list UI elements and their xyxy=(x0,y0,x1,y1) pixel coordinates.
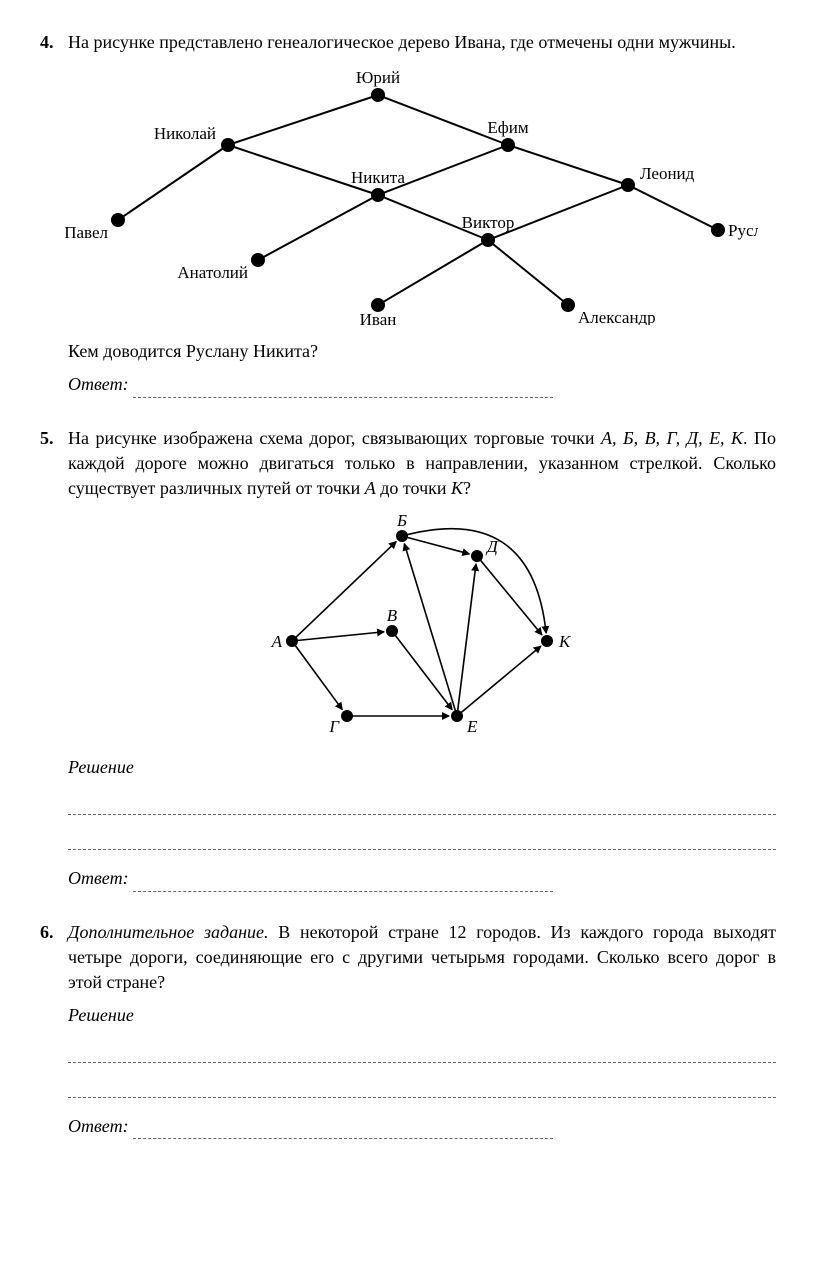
answer-label: Ответ: xyxy=(68,1116,129,1136)
problem-number: 6. xyxy=(40,920,68,945)
problem-body: На рисунке изображена схема дорог, связы… xyxy=(68,426,776,892)
problem-5: 5. На рисунке изображена схема дорог, св… xyxy=(40,426,776,892)
solution-blank-1[interactable] xyxy=(68,790,776,815)
problem-number: 5. xyxy=(40,426,68,451)
p5-from: А xyxy=(365,478,376,498)
p5-text-4: ? xyxy=(463,478,471,498)
svg-text:Павел: Павел xyxy=(64,223,108,242)
tree-svg: Юрий Николай Ефим Павел Никита Леонид Анатолий… xyxy=(58,65,758,325)
graph-svg: А Б В Г Д Е К xyxy=(242,511,602,741)
problem-question: Кем доводится Руслану Никита? xyxy=(68,339,776,364)
problem-6: 6. Дополнительное задание. В некоторой с… xyxy=(40,920,776,1140)
problem-text: Дополнительное задание. В некоторой стра… xyxy=(68,920,776,996)
svg-text:Б: Б xyxy=(396,511,407,530)
svg-text:Николай: Николай xyxy=(154,124,216,143)
answer-blank[interactable] xyxy=(133,1119,553,1140)
svg-text:Д: Д xyxy=(485,537,499,556)
answer-blank[interactable] xyxy=(133,871,553,892)
roads-graph-diagram: А Б В Г Д Е К xyxy=(68,511,776,741)
answer-line: Ответ: xyxy=(68,372,776,397)
problem-body: На рисунке представлено генеалогическое … xyxy=(68,30,776,398)
family-tree-diagram: Юрий Николай Ефим Павел Никита Леонид Анатолий… xyxy=(40,65,776,325)
svg-text:Ефим: Ефим xyxy=(487,118,528,137)
p5-text-3: до точки xyxy=(376,478,451,498)
answer-blank[interactable] xyxy=(133,377,553,398)
solution-label: Решение xyxy=(68,757,134,777)
solution-blank-1[interactable] xyxy=(68,1038,776,1063)
answer-label: Ответ: xyxy=(68,374,129,394)
svg-text:Е: Е xyxy=(466,717,478,736)
problem-text: На рисунке представлено генеалогическое … xyxy=(68,30,776,55)
svg-text:К: К xyxy=(558,632,572,651)
svg-text:Иван: Иван xyxy=(360,310,397,325)
svg-text:Юрий: Юрий xyxy=(356,68,400,87)
solution-label-line: Решение xyxy=(68,755,776,780)
p5-to: К xyxy=(451,478,463,498)
solution-label-line: Решение xyxy=(68,1003,776,1028)
svg-text:Никита: Никита xyxy=(351,168,405,187)
svg-text:Руслан: Руслан xyxy=(728,221,758,240)
p6-title: Дополнительное задание. xyxy=(68,922,269,942)
svg-text:Г: Г xyxy=(328,717,340,736)
problem-number: 4. xyxy=(40,30,68,55)
svg-text:Виктор: Виктор xyxy=(462,213,515,232)
solution-blank-2[interactable] xyxy=(68,1073,776,1098)
solution-label: Решение xyxy=(68,1005,134,1025)
problem-text: На рисунке изображена схема дорог, связы… xyxy=(68,426,776,502)
svg-text:В: В xyxy=(387,606,398,625)
svg-text:Леонид: Леонид xyxy=(640,164,695,183)
p5-text-1: На рисунке изображена схема дорог, связы… xyxy=(68,428,601,448)
svg-text:Александр: Александр xyxy=(578,308,656,325)
solution-blank-2[interactable] xyxy=(68,825,776,850)
answer-line: Ответ: xyxy=(68,866,776,891)
problem-4: 4. На рисунке представлено генеалогическ… xyxy=(40,30,776,398)
svg-text:А: А xyxy=(271,632,283,651)
answer-label: Ответ: xyxy=(68,868,129,888)
svg-text:Анатолий: Анатолий xyxy=(177,263,248,282)
answer-line: Ответ: xyxy=(68,1114,776,1139)
p5-points: А, Б, В, Г, Д, Е, К xyxy=(601,428,743,448)
problem-body: Дополнительное задание. В некоторой стра… xyxy=(68,920,776,1140)
